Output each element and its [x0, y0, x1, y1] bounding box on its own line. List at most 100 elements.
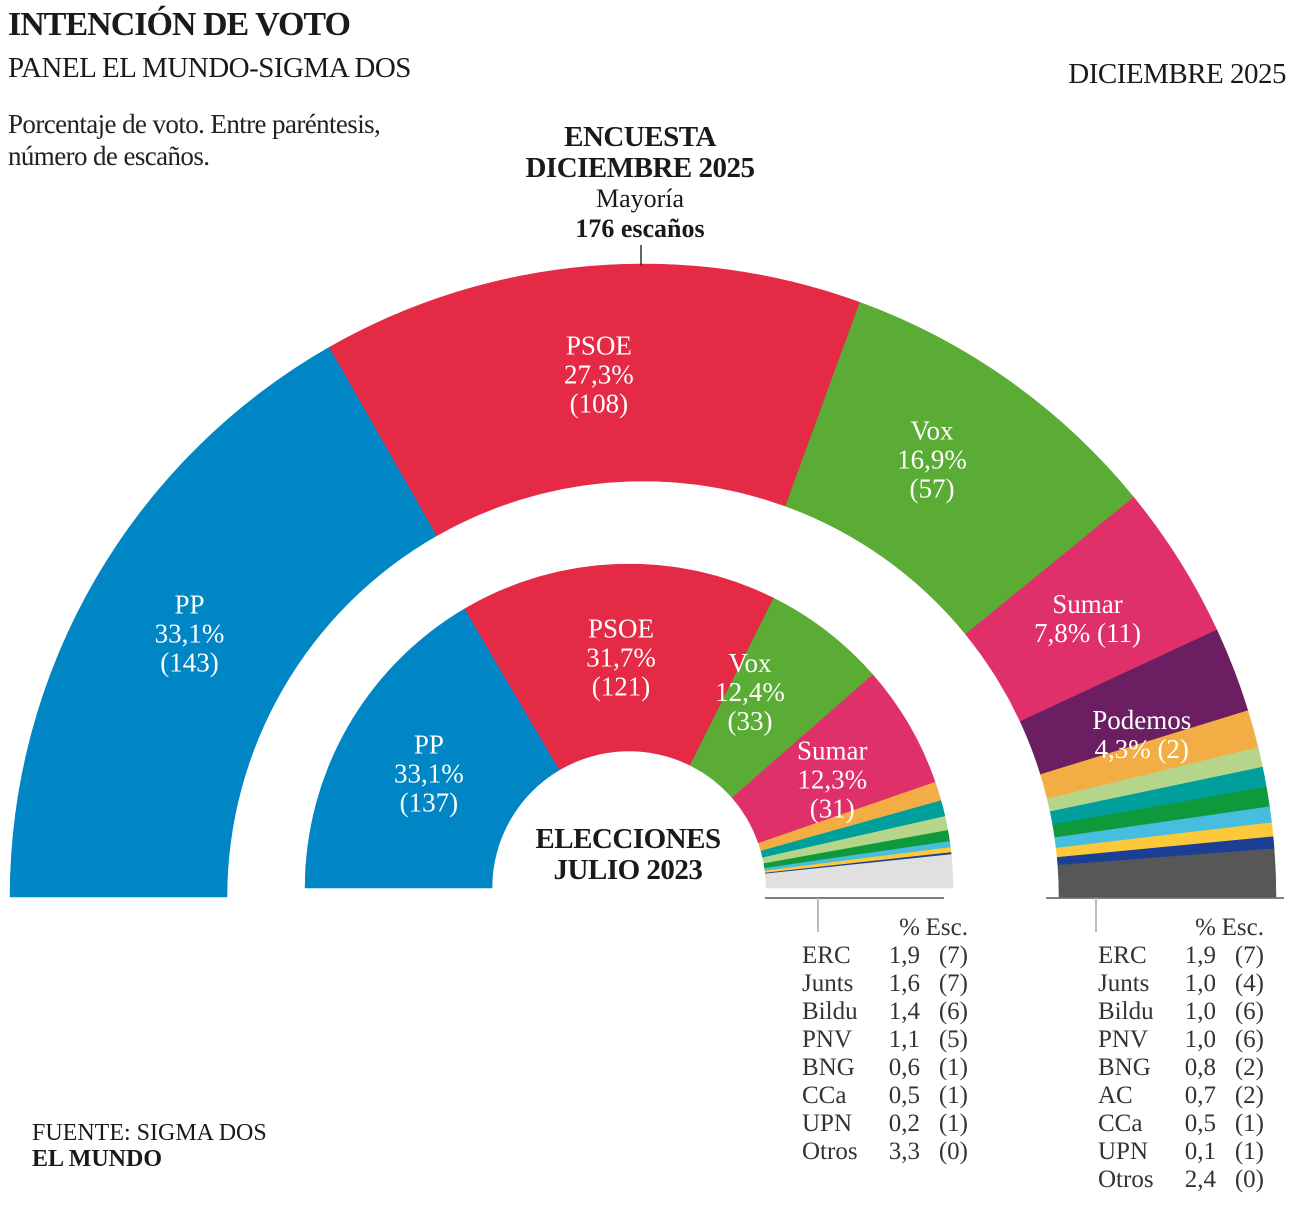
party-pct: 3,3 — [888, 1138, 920, 1165]
party-pct: 0,1 — [1184, 1138, 1216, 1165]
party-name: CCa — [802, 1082, 847, 1109]
pct-header: % — [1195, 914, 1216, 941]
party-name: CCa — [1098, 1110, 1143, 1137]
label-line: Podemos — [1092, 705, 1191, 735]
party-pct: 0,2 — [888, 1110, 920, 1137]
outer-heading-line-1: ENCUESTA — [564, 121, 716, 153]
label-line: 12,4% — [715, 677, 785, 707]
party-seats: (1) — [938, 1082, 968, 1109]
chart-title: INTENCIÓN DE VOTO — [8, 6, 351, 43]
party-pct: 1,0 — [1184, 998, 1216, 1025]
label-line: PSOE — [588, 614, 654, 644]
party-pct: 1,9 — [888, 942, 920, 969]
party-pct: 1,6 — [888, 970, 920, 997]
party-pct: 1,9 — [1184, 942, 1216, 969]
party-seats: (2) — [1234, 1054, 1264, 1081]
label-line: PP — [414, 730, 444, 760]
party-pct: 0,5 — [888, 1082, 920, 1109]
label-line: 12,3% — [797, 764, 867, 794]
party-name: ERC — [802, 942, 851, 969]
party-name: ERC — [1098, 942, 1147, 969]
label-line: PP — [174, 590, 204, 620]
chart-date: DICIEMBRE 2025 — [1068, 58, 1286, 90]
inner-minor-parties-table: % Esc. ERC 1,9 (7) Junts 1,6 (7) Bildu 1,4 (6) PN… — [802, 914, 968, 1166]
table-row: Bildu 1,0 (6) — [1098, 998, 1264, 1026]
outer-label-vox: Vox 16,9% (57) — [897, 415, 967, 503]
outer-segment-otros — [1057, 848, 1277, 898]
label-line: 27,3% — [564, 359, 634, 389]
inner-label-vox: Vox 12,4% (33) — [715, 648, 785, 736]
table-row: AC 0,7 (2) — [1098, 1082, 1264, 1110]
table-row: BNG 0,6 (1) — [802, 1054, 968, 1082]
pct-header: % — [899, 914, 920, 941]
inner-heading-line-1: ELECCIONES — [535, 823, 721, 855]
label-line: Sumar — [1052, 589, 1123, 619]
table-header: % Esc. — [1098, 914, 1264, 942]
table-row: Junts 1,6 (7) — [802, 970, 968, 998]
inner-heading: ELECCIONES JULIO 2023 — [478, 824, 778, 886]
note-line-1: Porcentaje de voto. Entre paréntesis, — [8, 109, 381, 139]
table-row: UPN 0,2 (1) — [802, 1110, 968, 1138]
party-seats: (6) — [1234, 998, 1264, 1025]
party-seats: (5) — [938, 1026, 968, 1053]
table-header: % Esc. — [802, 914, 968, 942]
source-credit: FUENTE: SIGMA DOS EL MUNDO — [32, 1120, 267, 1172]
label-line: (121) — [592, 672, 650, 702]
majority-value: 176 escaños — [575, 214, 705, 243]
table-row: BNG 0,8 (2) — [1098, 1054, 1264, 1082]
party-seats: (1) — [938, 1054, 968, 1081]
inner-label-psoe: PSOE 31,7% (121) — [586, 614, 656, 702]
party-pct: 0,7 — [1184, 1082, 1216, 1109]
party-name: Otros — [1098, 1166, 1154, 1193]
seats-header: Esc. — [1221, 914, 1264, 941]
label-line: Vox — [910, 415, 954, 445]
label-line: (137) — [400, 788, 458, 818]
note-line-2: número de escaños. — [8, 141, 210, 171]
party-pct: 0,6 — [888, 1054, 920, 1081]
outer-label-podemos: Podemos 4,3% (2) — [1092, 705, 1191, 764]
inner-ring-election-2023 — [304, 563, 954, 889]
label-line: 33,1% — [155, 619, 225, 649]
source-label: FUENTE: — [32, 1120, 131, 1146]
party-name: UPN — [802, 1110, 853, 1137]
table-row: Bildu 1,4 (6) — [802, 998, 968, 1026]
inner-label-pp: PP 33,1% (137) — [394, 730, 464, 818]
outer-heading: ENCUESTA DICIEMBRE 2025 Mayoría 176 esca… — [440, 122, 840, 244]
table-row: PNV 1,0 (6) — [1098, 1026, 1264, 1054]
party-seats: (1) — [1234, 1138, 1264, 1165]
label-line: PSOE — [566, 330, 632, 360]
segment-labels: PP 33,1% (143)PSOE 27,3% (108)Vox 16,9% (57)Su… — [155, 330, 1192, 823]
party-seats: (6) — [1234, 1026, 1264, 1053]
inner-heading-line-2: JULIO 2023 — [553, 854, 703, 886]
label-line: 4,3% (2) — [1094, 734, 1188, 764]
party-pct: 0,5 — [1184, 1110, 1216, 1137]
party-seats: (0) — [938, 1138, 968, 1165]
party-name: BNG — [802, 1054, 855, 1081]
chart-subtitle: PANEL EL MUNDO-SIGMA DOS — [8, 52, 411, 84]
table-row: UPN 0,1 (1) — [1098, 1138, 1264, 1166]
label-line: 33,1% — [394, 759, 464, 789]
label-line: (143) — [160, 648, 218, 678]
table-row: CCa 0,5 (1) — [1098, 1110, 1264, 1138]
table-row: ERC 1,9 (7) — [1098, 942, 1264, 970]
inner-segment-pp — [304, 608, 560, 889]
inner-label-sumar: Sumar 12,3% (31) — [797, 735, 868, 823]
table-row: Otros 3,3 (0) — [802, 1138, 968, 1166]
label-line: 7,8% (11) — [1034, 618, 1141, 648]
party-name: UPN — [1098, 1138, 1149, 1165]
table-row: CCa 0,5 (1) — [802, 1082, 968, 1110]
table-row: ERC 1,9 (7) — [802, 942, 968, 970]
label-line: (31) — [810, 793, 855, 823]
party-name: AC — [1098, 1082, 1133, 1109]
party-name: Otros — [802, 1138, 858, 1165]
label-line: 31,7% — [586, 643, 656, 673]
outer-minor-parties-table: % Esc. ERC 1,9 (7) Junts 1,0 (4) Bildu 1,0 (6) PN… — [1098, 914, 1264, 1194]
party-seats: (7) — [938, 942, 968, 969]
outer-label-sumar: Sumar 7,8% (11) — [1034, 589, 1141, 648]
party-pct: 1,1 — [888, 1026, 920, 1053]
party-seats: (2) — [1234, 1082, 1264, 1109]
party-seats: (4) — [1234, 970, 1264, 997]
outer-label-psoe: PSOE 27,3% (108) — [564, 330, 634, 418]
brand: EL MUNDO — [32, 1146, 163, 1172]
